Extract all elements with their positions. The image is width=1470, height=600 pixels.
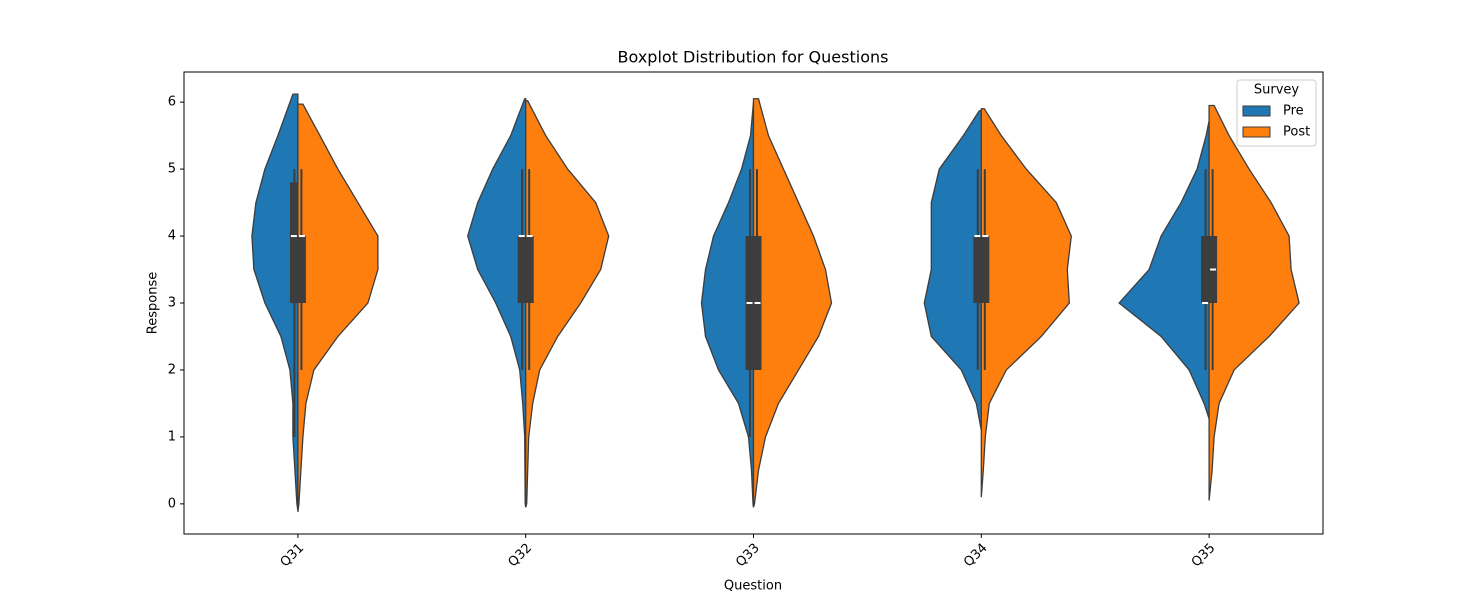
box <box>525 236 534 303</box>
y-tick-label: 0 <box>168 496 176 511</box>
box <box>1201 236 1210 303</box>
y-tick-label: 5 <box>168 162 176 177</box>
x-tick-label: Q35 <box>1189 541 1219 571</box>
box <box>973 236 982 303</box>
legend-title: Survey <box>1254 83 1300 98</box>
legend-label: Pre <box>1283 104 1304 119</box>
violin <box>297 103 379 512</box>
y-tick-label: 3 <box>168 296 176 311</box>
violin <box>980 108 1072 498</box>
x-tick-label: Q34 <box>961 541 991 571</box>
x-tick-label: Q31 <box>278 541 308 571</box>
chart-title: Boxplot Distribution for Questions <box>618 48 889 67</box>
violin <box>923 110 982 431</box>
violin <box>1208 104 1300 501</box>
x-tick-label: Q32 <box>505 541 535 571</box>
violin <box>251 93 299 511</box>
y-tick-label: 4 <box>168 229 176 244</box>
violin <box>1118 120 1210 420</box>
violin <box>525 100 610 508</box>
y-axis-label: Response <box>146 272 161 334</box>
x-tick-label: Q33 <box>733 541 763 571</box>
plot-frame <box>183 71 1324 535</box>
box <box>297 236 306 303</box>
y-tick-label: 2 <box>168 362 176 377</box>
legend: Survey Pre Post <box>1236 79 1317 147</box>
y-tick-label: 1 <box>168 429 176 444</box>
box <box>289 182 298 303</box>
legend-label: Post <box>1283 125 1310 140</box>
box <box>981 236 990 303</box>
violin <box>752 98 833 508</box>
y-tick-label: 6 <box>168 95 176 110</box>
box <box>517 236 526 303</box>
violin <box>700 102 755 508</box>
legend-swatch <box>1242 105 1271 117</box>
legend-swatch <box>1242 126 1271 138</box>
x-axis-label: Question <box>724 579 782 594</box>
violin <box>467 98 527 508</box>
